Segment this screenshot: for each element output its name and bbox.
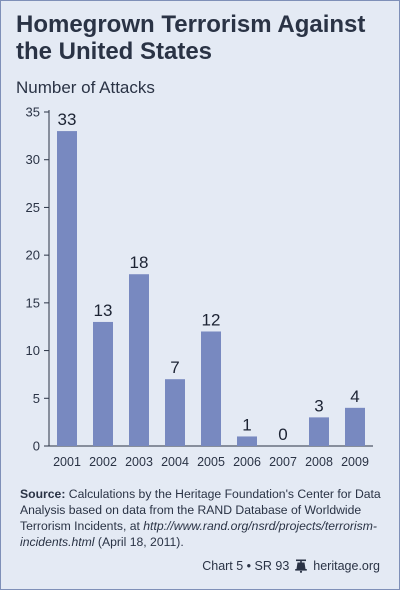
bar-2008: [309, 417, 329, 446]
x-tick-label-2008: 2008: [305, 455, 333, 469]
data-labels: 33 13 18 7 12 1 0 3 4: [58, 110, 360, 444]
y-tick-label: 30: [26, 152, 40, 167]
data-label-2001: 33: [58, 110, 77, 129]
x-tick-label-2005: 2005: [197, 455, 225, 469]
y-tick-label: 35: [26, 105, 40, 120]
bar-2001: [57, 131, 77, 447]
source-text: Calculations by the Heritage Foundation'…: [20, 487, 381, 533]
data-label-2007: 0: [278, 425, 287, 444]
data-label-2003: 18: [130, 253, 149, 272]
bar-2009: [345, 407, 365, 446]
x-tick-label-2003: 2003: [125, 455, 153, 469]
bar-2003: [129, 274, 149, 446]
y-tick-label: 20: [26, 248, 40, 263]
source-note: Source: Calculations by the Heritage Fou…: [20, 486, 385, 550]
data-label-2006: 1: [242, 415, 251, 434]
chart-title: Homegrown Terrorism Against the United S…: [16, 11, 366, 65]
bar-2004: [165, 379, 185, 446]
x-tick-label-2001: 2001: [53, 455, 81, 469]
x-axis: 2001 2002 2003 2004 2005 2006 2007 2008 2009: [53, 455, 369, 469]
y-tick-label: 25: [26, 200, 40, 215]
y-tick-label: 10: [26, 343, 40, 358]
source-label: Source:: [20, 487, 66, 501]
y-axis-label: Number of Attacks: [16, 78, 155, 97]
site-link[interactable]: heritage.org: [313, 559, 380, 573]
source-url[interactable]: http://www.rand.org/nsrd/projects/terror…: [20, 519, 377, 549]
y-tick-label: 0: [33, 439, 40, 454]
x-tick-label-2009: 2009: [341, 455, 369, 469]
data-label-2005: 12: [202, 310, 221, 329]
bars: [57, 131, 365, 447]
footer: Chart 5 • SR 93 heritage.org: [202, 559, 380, 573]
bar-2006: [237, 436, 257, 446]
y-tick-label: 15: [26, 295, 40, 310]
data-label-2002: 13: [94, 301, 113, 320]
data-label-2008: 3: [314, 396, 323, 415]
data-label-2004: 7: [170, 358, 179, 377]
x-tick-label-2002: 2002: [89, 455, 117, 469]
y-axis: 0 5 10 15 20 25 30 35: [26, 105, 49, 454]
y-tick-label: 5: [33, 391, 40, 406]
x-tick-label-2007: 2007: [269, 455, 297, 469]
x-tick-label-2006: 2006: [233, 455, 261, 469]
source-date: (April 18, 2011).: [94, 535, 184, 549]
x-tick-label-2004: 2004: [161, 455, 189, 469]
liberty-bell-icon: [295, 559, 308, 573]
chart-id: Chart 5 • SR 93: [202, 559, 290, 573]
bar-2005: [201, 331, 221, 446]
data-label-2009: 4: [350, 387, 359, 406]
bar-2002: [93, 321, 113, 446]
